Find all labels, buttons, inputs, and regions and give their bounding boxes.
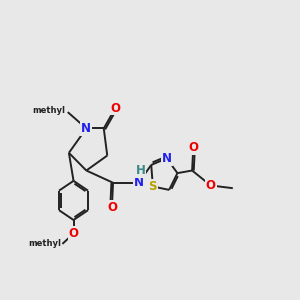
Text: O: O	[206, 179, 216, 192]
Text: methyl: methyl	[32, 106, 65, 115]
Text: methyl: methyl	[28, 239, 61, 248]
Text: N: N	[162, 152, 172, 165]
Text: O: O	[110, 101, 120, 115]
Text: O: O	[68, 227, 79, 240]
Text: H: H	[136, 164, 146, 177]
Text: N: N	[81, 122, 91, 135]
Text: S: S	[148, 180, 157, 193]
Text: O: O	[188, 141, 198, 154]
Text: N: N	[134, 176, 144, 189]
Text: O: O	[107, 201, 117, 214]
